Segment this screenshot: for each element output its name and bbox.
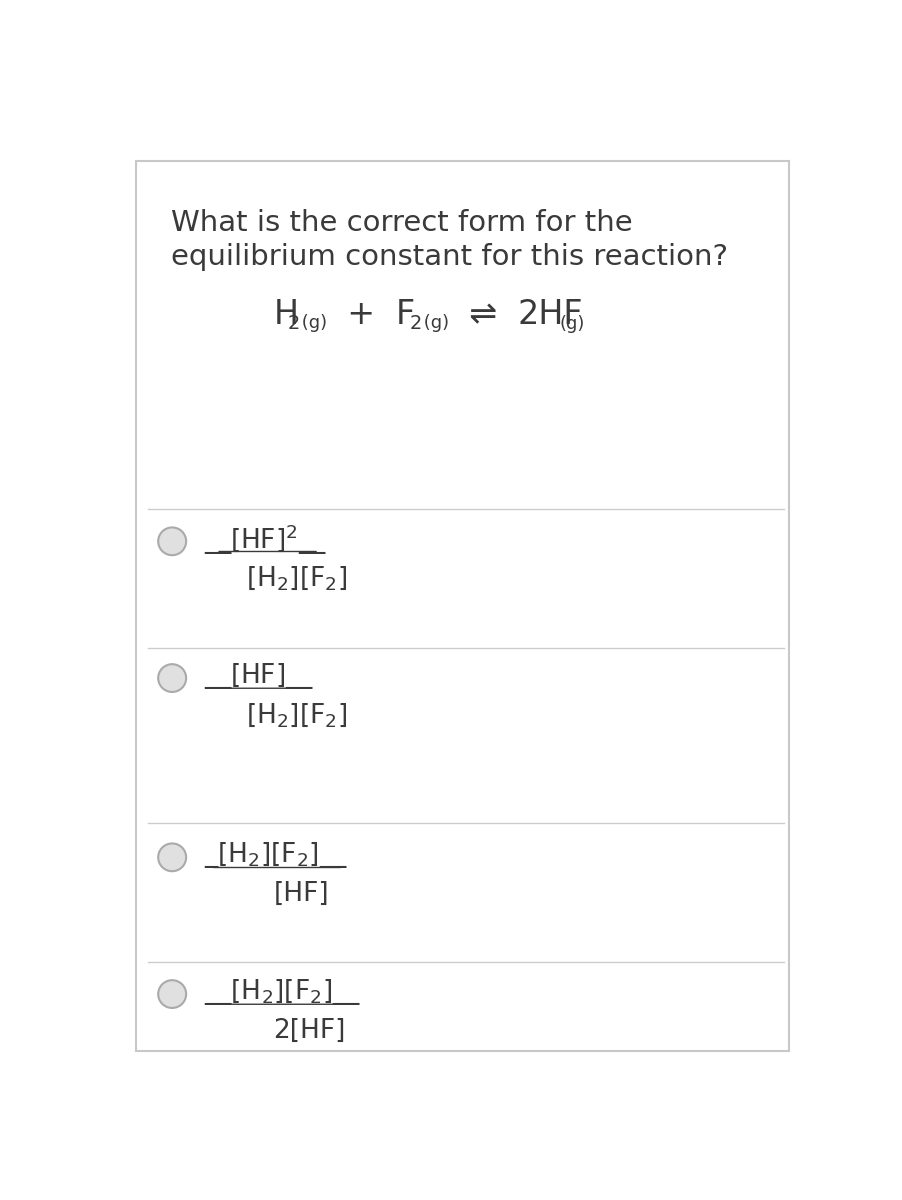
Text: What is the correct form for the: What is the correct form for the: [170, 209, 632, 236]
Text: F: F: [396, 298, 415, 331]
Text: $\mathregular{[H_2][F_2]}$: $\mathregular{[H_2][F_2]}$: [246, 564, 348, 593]
FancyBboxPatch shape: [136, 161, 788, 1051]
Text: 2: 2: [410, 314, 422, 334]
Text: $\mathregular{[H_2][F_2]}$: $\mathregular{[H_2][F_2]}$: [246, 701, 348, 730]
Text: 2[HF]: 2[HF]: [273, 1018, 345, 1044]
Ellipse shape: [158, 528, 186, 556]
Text: [HF]: [HF]: [273, 881, 329, 907]
Text: (g): (g): [559, 316, 584, 334]
Ellipse shape: [158, 664, 186, 692]
Text: ⇌: ⇌: [448, 298, 519, 331]
Text: equilibrium constant for this reaction?: equilibrium constant for this reaction?: [170, 242, 728, 271]
Text: H: H: [273, 298, 299, 331]
Text: +: +: [326, 298, 396, 331]
Text: $\mathregular{\_\_[HF]^2\_\_}$: $\mathregular{\_\_[HF]^2\_\_}$: [204, 522, 327, 557]
Text: (g): (g): [296, 314, 327, 332]
Text: $\mathregular{\_[H_2][F_2]\_\_}$: $\mathregular{\_[H_2][F_2]\_\_}$: [204, 840, 347, 870]
Text: (g): (g): [418, 314, 449, 332]
Ellipse shape: [158, 980, 186, 1008]
Text: 2HF: 2HF: [518, 298, 584, 331]
Text: 2: 2: [288, 314, 299, 334]
Ellipse shape: [158, 844, 186, 871]
Text: $\mathregular{\_\_[HF]\_\_}$: $\mathregular{\_\_[HF]\_\_}$: [204, 661, 314, 691]
Text: $\mathregular{\_\_[H_2][F_2]\_\_}$: $\mathregular{\_\_[H_2][F_2]\_\_}$: [204, 977, 361, 1007]
